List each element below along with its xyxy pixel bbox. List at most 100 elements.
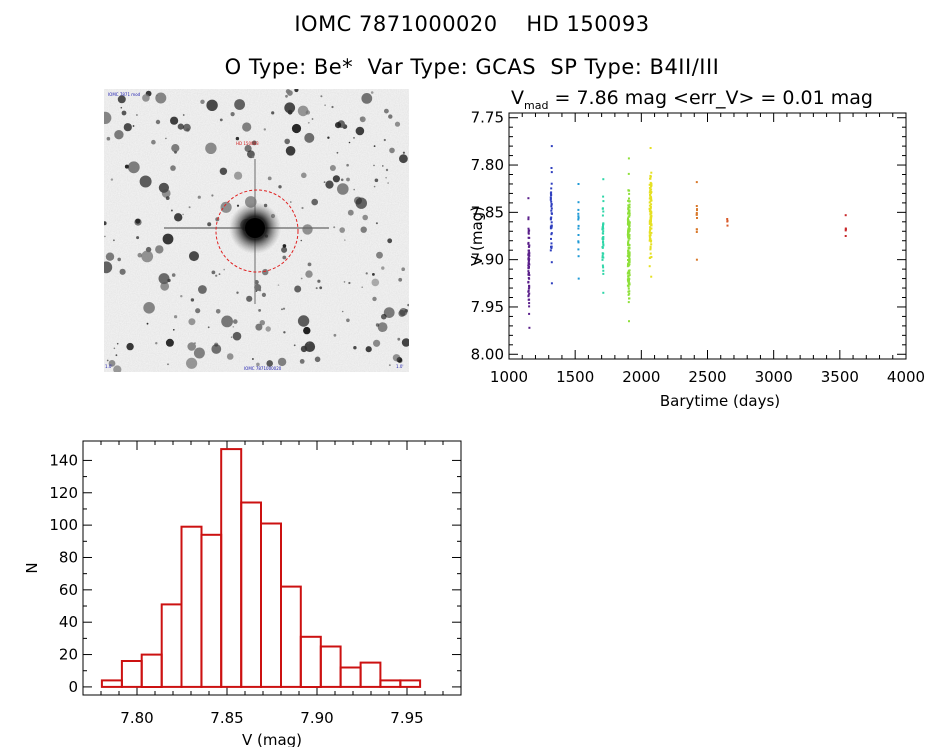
light-curve-point xyxy=(550,171,553,174)
light-curve-point xyxy=(628,200,631,203)
light-curve-point xyxy=(627,209,630,212)
light-curve-point xyxy=(527,232,530,235)
light-curve-point xyxy=(550,205,553,208)
light-curve-point xyxy=(527,249,530,252)
light-curve-point xyxy=(549,227,552,230)
light-curve-point xyxy=(550,282,553,285)
light-curve-point xyxy=(627,301,630,304)
light-curve-point xyxy=(695,205,698,207)
light-curve-point xyxy=(650,185,652,188)
light-curve-point xyxy=(527,262,530,265)
light-curve-point xyxy=(650,227,653,230)
background-star xyxy=(320,95,323,98)
background-star xyxy=(284,102,296,114)
background-star xyxy=(385,176,387,179)
light-curve-point xyxy=(627,211,630,214)
light-curve-point xyxy=(695,213,698,216)
light-curve-point xyxy=(648,231,651,234)
background-star xyxy=(344,239,346,241)
light-curve-point xyxy=(528,305,531,308)
background-star xyxy=(374,178,379,183)
light-curve-point xyxy=(649,175,652,178)
light-curve-point xyxy=(627,239,630,242)
light-curve-point xyxy=(528,252,531,255)
light-curve-point xyxy=(602,241,604,244)
light-curve-point xyxy=(527,253,530,256)
light-curve-point xyxy=(527,290,530,293)
background-star xyxy=(376,251,383,259)
light-curve-point xyxy=(549,198,552,201)
light-curve-point xyxy=(550,200,553,203)
light-curve-point xyxy=(649,213,652,216)
light-curve-point xyxy=(627,231,629,234)
light-curve-point xyxy=(528,284,531,287)
histogram-bar xyxy=(299,635,322,688)
background-star xyxy=(375,323,380,327)
background-star xyxy=(294,285,302,293)
background-star xyxy=(371,278,380,287)
light-curve-point xyxy=(650,198,653,201)
background-star xyxy=(167,363,169,366)
background-star xyxy=(337,183,349,195)
background-star xyxy=(332,175,340,183)
light-curve-point xyxy=(550,232,553,235)
light-curve-point xyxy=(528,262,530,265)
background-star xyxy=(174,150,177,154)
background-star xyxy=(230,336,233,338)
light-curve-point xyxy=(628,297,630,300)
light-curve-point xyxy=(628,269,631,272)
light-curve-point xyxy=(549,218,552,221)
light-curve-point xyxy=(648,201,651,204)
light-curve-point xyxy=(628,282,631,285)
background-star xyxy=(215,309,221,314)
light-curve-point xyxy=(627,264,630,267)
light-curve-point xyxy=(648,183,651,186)
light-curve-point xyxy=(602,226,604,229)
background-star xyxy=(282,244,287,248)
light-curve-point xyxy=(650,210,653,213)
background-star xyxy=(220,201,232,213)
background-star xyxy=(113,239,115,242)
light-curve-point xyxy=(550,245,552,248)
light-curve-point xyxy=(648,236,651,239)
light-curve-point xyxy=(648,230,651,233)
light-curve-point xyxy=(527,298,530,301)
light-curve-point xyxy=(577,241,580,244)
light-curve-point xyxy=(649,221,652,224)
light-curve-point xyxy=(627,260,630,263)
light-curve-point xyxy=(550,191,553,194)
light-curve-point xyxy=(628,221,631,224)
background-star xyxy=(187,342,196,351)
background-star xyxy=(277,357,287,367)
light-curve-point xyxy=(549,197,552,200)
light-curve-point xyxy=(528,258,531,261)
light-curve-point xyxy=(648,234,651,237)
x-tick-label: 3000 xyxy=(755,368,793,386)
light-curve-point xyxy=(527,273,530,276)
background-star xyxy=(104,261,113,274)
light-curve-point xyxy=(528,298,531,301)
light-curve-point xyxy=(627,290,630,293)
light-curve-point xyxy=(628,270,630,273)
light-curve-point xyxy=(527,280,530,283)
light-curve-point xyxy=(602,252,605,255)
histogram-bar xyxy=(319,645,342,688)
background-star xyxy=(335,122,342,129)
background-star xyxy=(215,274,218,277)
light-curve-point xyxy=(628,192,631,195)
background-star xyxy=(331,105,334,109)
light-curve-point xyxy=(550,216,553,219)
background-star xyxy=(294,89,299,93)
background-star xyxy=(207,222,212,227)
background-star xyxy=(293,344,296,347)
background-star xyxy=(233,319,238,324)
background-star xyxy=(262,268,269,276)
light-curve-point xyxy=(527,249,530,252)
light-curve-point xyxy=(696,209,698,212)
light-curve-point xyxy=(695,212,698,214)
background-star xyxy=(205,142,217,154)
light-curve-point xyxy=(628,274,631,277)
background-star xyxy=(398,277,403,282)
background-star xyxy=(278,185,282,189)
light-curve-point xyxy=(650,223,652,226)
